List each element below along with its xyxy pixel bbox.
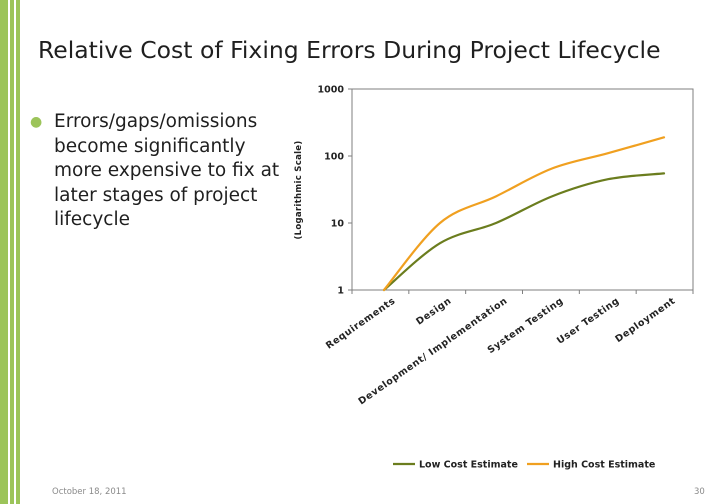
category-label: Requirements: [324, 295, 398, 351]
y-tick-label: 100: [324, 152, 344, 163]
category-label: Deployment: [613, 295, 677, 345]
y-tick-label: 1000: [318, 85, 345, 96]
series-line-high: [382, 136, 666, 292]
bullet-text: Errors/gaps/omissions become significant…: [54, 111, 280, 230]
slide-title: Relative Cost of Fixing Errors During Pr…: [38, 36, 661, 64]
legend-label: High Cost Estimate: [553, 460, 655, 471]
legend-label: Low Cost Estimate: [419, 460, 518, 471]
bullet-list: ● Errors/gaps/omissions become significa…: [30, 110, 280, 233]
category-label: User Testing: [555, 295, 622, 346]
series-line-low: [382, 172, 666, 292]
bullet-dot-icon: ●: [30, 114, 43, 130]
footer-date: October 18, 2011: [52, 487, 127, 497]
left-accent-stripe: [8, 0, 10, 504]
y-tick-label: 10: [331, 219, 345, 230]
category-label: Design: [414, 295, 453, 327]
y-axis-label: (Logarithmic Scale): [294, 140, 304, 239]
left-accent-bar: [0, 0, 20, 504]
y-tick-label: 1: [337, 286, 344, 297]
page-number: 30: [694, 487, 705, 497]
plot-area: [351, 88, 694, 291]
